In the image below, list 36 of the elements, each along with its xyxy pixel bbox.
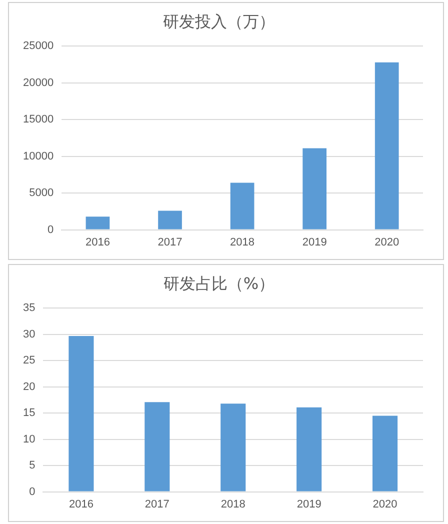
bar — [86, 216, 110, 230]
y-tick-label: 0 — [47, 224, 54, 236]
y-tick-label: 25 — [22, 354, 36, 367]
x-tick-label: 2018 — [220, 498, 246, 510]
y-tick-label: 35 — [22, 302, 36, 314]
x-tick-label: 2017 — [144, 498, 170, 510]
y-tick-label: 25000 — [22, 40, 54, 52]
y-tick-label: 15 — [22, 407, 36, 420]
bar — [144, 402, 170, 492]
x-tick-label: 2016 — [68, 498, 94, 510]
y-tick-label: 10 — [22, 433, 36, 446]
y-tick-label: 5 — [29, 460, 36, 472]
bar — [220, 404, 246, 492]
y-tick-label: 15000 — [22, 114, 54, 126]
bar — [230, 182, 254, 230]
chart-title: 研发占比（%） — [163, 274, 275, 293]
x-tick-label: 2020 — [372, 498, 398, 510]
x-tick-label: 2017 — [158, 236, 182, 248]
y-tick-label: 20 — [22, 380, 36, 393]
x-tick-label: 2020 — [374, 236, 400, 248]
bar — [302, 148, 327, 230]
chart-title: 研发投入（万） — [163, 12, 275, 31]
y-tick-label: 20000 — [22, 76, 54, 89]
x-tick-label: 2019 — [302, 236, 327, 248]
bar — [372, 416, 398, 492]
bar — [296, 407, 322, 492]
bar — [158, 210, 182, 230]
bar — [374, 62, 399, 230]
x-tick-label: 2016 — [85, 236, 110, 248]
y-tick-label: 30 — [22, 328, 36, 340]
y-tick-label: 5000 — [29, 187, 54, 200]
x-tick-label: 2019 — [296, 498, 322, 510]
y-tick-label: 10000 — [22, 150, 54, 162]
y-tick-label: 0 — [29, 486, 36, 498]
x-tick-label: 2018 — [230, 236, 255, 248]
bar — [68, 336, 94, 492]
